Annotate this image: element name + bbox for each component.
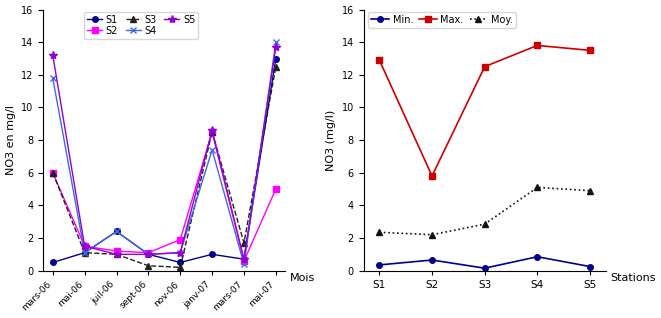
S5 bbox=[81, 244, 89, 248]
Max. bbox=[375, 58, 383, 62]
S3 bbox=[240, 241, 248, 245]
S4 bbox=[81, 251, 89, 255]
Line: S2: S2 bbox=[50, 129, 279, 264]
S1 bbox=[81, 251, 89, 255]
S3 bbox=[272, 65, 280, 69]
S2 bbox=[272, 187, 280, 191]
Min. bbox=[481, 266, 488, 270]
S5 bbox=[240, 257, 248, 261]
Line: Max.: Max. bbox=[377, 43, 593, 179]
Line: S3: S3 bbox=[50, 64, 279, 270]
S5 bbox=[272, 45, 280, 49]
S5 bbox=[49, 53, 57, 57]
Moy. bbox=[428, 233, 436, 237]
Max. bbox=[428, 174, 436, 178]
S3 bbox=[49, 171, 57, 175]
S4 bbox=[49, 76, 57, 80]
Line: S5: S5 bbox=[49, 43, 280, 263]
S4 bbox=[112, 230, 120, 233]
Min. bbox=[375, 263, 383, 267]
Line: Moy.: Moy. bbox=[377, 185, 593, 238]
Min. bbox=[533, 255, 541, 259]
S3 bbox=[112, 252, 120, 256]
Line: S4: S4 bbox=[50, 39, 280, 267]
Text: Stations: Stations bbox=[610, 273, 656, 283]
S2 bbox=[240, 259, 248, 263]
Min. bbox=[586, 265, 594, 268]
S2 bbox=[81, 244, 89, 248]
S3 bbox=[144, 264, 152, 268]
Moy. bbox=[481, 222, 488, 226]
S2 bbox=[49, 171, 57, 175]
S2 bbox=[176, 238, 184, 242]
S4 bbox=[272, 40, 280, 44]
S4 bbox=[208, 148, 216, 152]
Line: Min.: Min. bbox=[377, 254, 593, 271]
Min. bbox=[428, 258, 436, 262]
S5 bbox=[112, 252, 120, 256]
S4 bbox=[240, 262, 248, 266]
S5 bbox=[208, 128, 216, 132]
Max. bbox=[533, 44, 541, 47]
S5 bbox=[176, 251, 184, 255]
Moy. bbox=[586, 189, 594, 193]
S1 bbox=[272, 57, 280, 60]
S3 bbox=[208, 130, 216, 134]
Max. bbox=[481, 65, 488, 69]
Y-axis label: NO3 (mg/l): NO3 (mg/l) bbox=[326, 109, 336, 171]
S1 bbox=[208, 252, 216, 256]
S1 bbox=[112, 230, 120, 233]
S1 bbox=[144, 252, 152, 256]
S3 bbox=[176, 266, 184, 269]
Legend: S1, S2, S3, S4, S5: S1, S2, S3, S4, S5 bbox=[85, 12, 198, 38]
S2 bbox=[208, 130, 216, 134]
S1 bbox=[240, 257, 248, 261]
Max. bbox=[586, 48, 594, 52]
S2 bbox=[112, 249, 120, 253]
Legend: Min., Max., Moy.: Min., Max., Moy. bbox=[368, 12, 516, 28]
S1 bbox=[49, 260, 57, 264]
Moy. bbox=[533, 185, 541, 189]
Text: Mois: Mois bbox=[290, 273, 315, 283]
Line: S1: S1 bbox=[50, 56, 279, 265]
Moy. bbox=[375, 230, 383, 234]
S4 bbox=[176, 251, 184, 255]
S3 bbox=[81, 251, 89, 255]
S2 bbox=[144, 251, 152, 255]
Y-axis label: NO3 en mg/l: NO3 en mg/l bbox=[5, 105, 16, 175]
S1 bbox=[176, 260, 184, 264]
S4 bbox=[144, 252, 152, 256]
S5 bbox=[144, 252, 152, 256]
